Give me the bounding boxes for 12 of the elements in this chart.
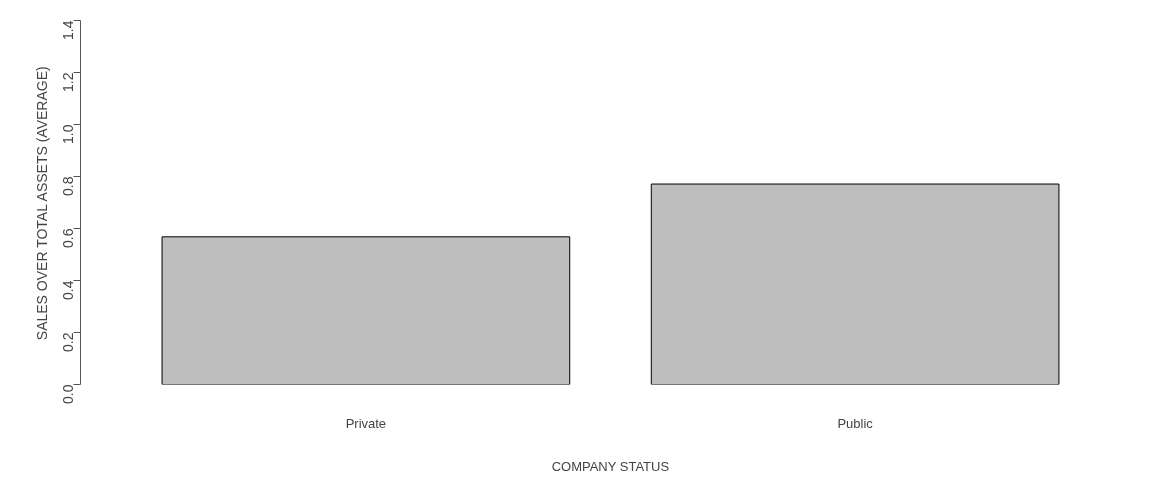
y-tick-label: 1.4 [59, 20, 76, 40]
y-tick-label: 1.0 [59, 124, 76, 144]
y-tick-label: 0.0 [59, 384, 76, 404]
y-tick-label: 1.2 [59, 72, 76, 92]
y-tick-label: 0.6 [59, 228, 76, 248]
y-tick-label: 0.8 [59, 176, 76, 196]
y-tick-label: 0.4 [59, 280, 76, 300]
x-axis-title: COMPANY STATUS [551, 458, 670, 474]
x-tick-label: Public [837, 415, 874, 431]
x-tick-label: Private [345, 415, 387, 431]
y-tick-label: 0.2 [59, 332, 76, 352]
y-axis-title: SALES OVER TOTAL ASSETS (AVERAGE) [33, 66, 50, 341]
